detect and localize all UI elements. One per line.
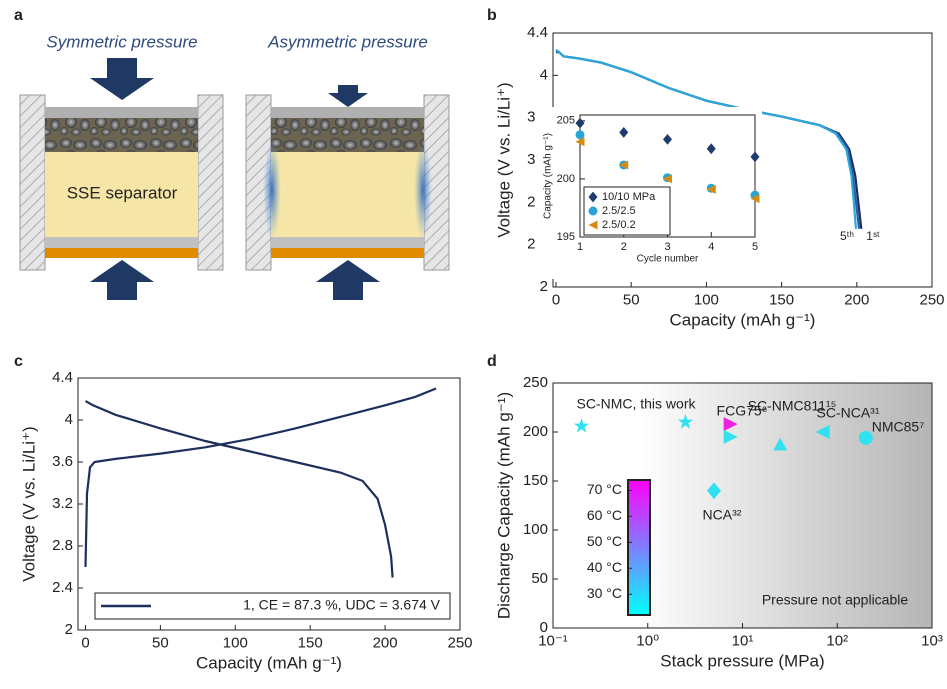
panel-label: c bbox=[14, 353, 23, 370]
stress-glow bbox=[414, 140, 432, 240]
point-label: SC-NCA³¹ bbox=[817, 405, 880, 421]
diagram-title: Symmetric pressure bbox=[46, 32, 197, 51]
x-tick-label: 4 bbox=[708, 241, 714, 253]
legend-label: 10/10 MPa bbox=[602, 191, 656, 203]
diagram: a Symmetric pressure Asymmetric pressure… bbox=[14, 7, 449, 300]
stress-glow bbox=[263, 140, 281, 240]
point-label: SC-NMC, this work bbox=[576, 396, 696, 412]
x-tick-label: 50 bbox=[152, 634, 169, 651]
legend-label: 2.5/2.5 bbox=[602, 205, 636, 217]
chart: c 0 50 100 150 200 250 2 2.4 2.8 3.2 3.6 4 4.4 Capacit… bbox=[14, 353, 473, 672]
current-collector bbox=[271, 248, 424, 258]
x-tick-label: 250 bbox=[447, 634, 472, 651]
anode-layer bbox=[271, 237, 424, 248]
annotation: Pressure not applicable bbox=[762, 592, 909, 608]
x-tick-label: 10³ bbox=[921, 632, 943, 649]
pressure-arrow bbox=[90, 260, 154, 300]
annotation: 1ˢᵗ bbox=[866, 229, 880, 243]
wall bbox=[198, 95, 223, 270]
x-tick-label: 2 bbox=[621, 241, 627, 253]
y-tick-label: 4.4 bbox=[527, 24, 548, 41]
cathode-layer bbox=[45, 118, 198, 152]
x-tick-label: 150 bbox=[769, 291, 794, 308]
colorbar-tick-label: 30 °C bbox=[587, 585, 622, 601]
y-tick-label: 195 bbox=[557, 231, 575, 243]
chart: 1 2 3 4 5 195 200 205 Cycle number Capacity (mAh … bbox=[535, 107, 762, 279]
x-tick-label: 1 bbox=[577, 241, 583, 253]
plot-frame bbox=[78, 378, 460, 630]
marker bbox=[859, 431, 873, 445]
x-axis-label: Capacity (mAh g⁻¹) bbox=[670, 310, 816, 329]
y-tick-label: 200 bbox=[557, 173, 575, 185]
y-tick-label: 4 bbox=[540, 66, 548, 83]
panel-label: a bbox=[14, 7, 23, 24]
y-tick-label: 2.8 bbox=[52, 537, 73, 554]
x-axis-label: Capacity (mAh g⁻¹) bbox=[196, 653, 342, 672]
annotation: 5ᵗʰ bbox=[840, 229, 854, 243]
layer-label: SSE separator bbox=[67, 183, 178, 202]
pressure-arrow bbox=[328, 85, 368, 107]
current-collector bbox=[45, 248, 198, 258]
y-axis-label: Voltage (V vs. Li/Li⁺) bbox=[494, 82, 513, 237]
x-tick-label: 200 bbox=[844, 291, 869, 308]
pressure-arrow bbox=[316, 260, 380, 300]
wall bbox=[20, 95, 45, 270]
x-tick-label: 0 bbox=[552, 291, 560, 308]
x-tick-label: 100 bbox=[223, 634, 248, 651]
colorbar-tick-label: 70 °C bbox=[587, 481, 622, 497]
colorbar-tick-label: 40 °C bbox=[587, 559, 622, 575]
y-tick-label: 3.6 bbox=[52, 453, 73, 470]
legend-label: 1, CE = 87.3 %, UDC = 3.674 V bbox=[243, 597, 441, 613]
y-axis-label: Capacity (mAh g⁻¹) bbox=[543, 133, 554, 219]
y-tick-label: 4 bbox=[65, 411, 73, 428]
point-label: NMC85⁷ bbox=[872, 419, 925, 435]
colorbar-tick-label: 60 °C bbox=[587, 507, 622, 523]
y-tick-label: 150 bbox=[523, 472, 548, 489]
y-tick-label: 0 bbox=[540, 619, 548, 636]
x-tick-label: 50 bbox=[623, 291, 640, 308]
separator-layer bbox=[271, 152, 424, 237]
x-tick-label: 0 bbox=[81, 634, 89, 651]
y-tick-label: 100 bbox=[523, 521, 548, 538]
y-axis-label: Discharge Capacity (mAh g⁻¹) bbox=[494, 392, 513, 619]
figure: a Symmetric pressure Asymmetric pressure… bbox=[0, 0, 947, 689]
panel-label: d bbox=[487, 353, 497, 370]
x-tick-label: 5 bbox=[752, 241, 758, 253]
x-tick-label: 250 bbox=[919, 291, 944, 308]
x-tick-label: 100 bbox=[694, 291, 719, 308]
diagram-title: Asymmetric pressure bbox=[267, 32, 428, 51]
current-collector bbox=[45, 107, 198, 118]
x-tick-label: 10⁰ bbox=[636, 632, 659, 649]
x-tick-label: 3 bbox=[664, 241, 670, 253]
x-tick-label: 200 bbox=[373, 634, 398, 651]
y-tick-label: 2 bbox=[65, 621, 73, 638]
colorbar-tick-label: 50 °C bbox=[587, 533, 622, 549]
x-tick-label: 150 bbox=[298, 634, 323, 651]
y-tick-label: 2 bbox=[540, 278, 548, 295]
x-axis-label: Stack pressure (MPa) bbox=[660, 651, 824, 670]
y-tick-label: 2.4 bbox=[52, 579, 73, 596]
colorbar bbox=[628, 480, 650, 615]
x-tick-label: 10¹ bbox=[732, 632, 754, 649]
cathode-layer bbox=[271, 118, 424, 152]
panel-label: b bbox=[487, 7, 497, 24]
pressure-arrow bbox=[90, 58, 154, 100]
x-tick-label: 10² bbox=[826, 632, 848, 649]
current-collector bbox=[271, 107, 424, 118]
y-tick-label: 250 bbox=[523, 374, 548, 391]
y-axis-label: Voltage (V vs. Li/Li⁺) bbox=[19, 426, 38, 581]
y-tick-label: 200 bbox=[523, 423, 548, 440]
legend-label: 2.5/0.2 bbox=[602, 219, 636, 231]
y-tick-label: 3.2 bbox=[52, 495, 73, 512]
point-label: NCA³² bbox=[703, 507, 742, 523]
y-tick-label: 205 bbox=[557, 115, 575, 127]
x-axis-label: Cycle number bbox=[637, 254, 699, 265]
y-tick-label: 4.4 bbox=[52, 369, 73, 386]
data-line bbox=[86, 389, 437, 578]
legend-marker bbox=[589, 207, 598, 216]
y-tick-label: 50 bbox=[531, 570, 548, 587]
anode-layer bbox=[45, 237, 198, 248]
